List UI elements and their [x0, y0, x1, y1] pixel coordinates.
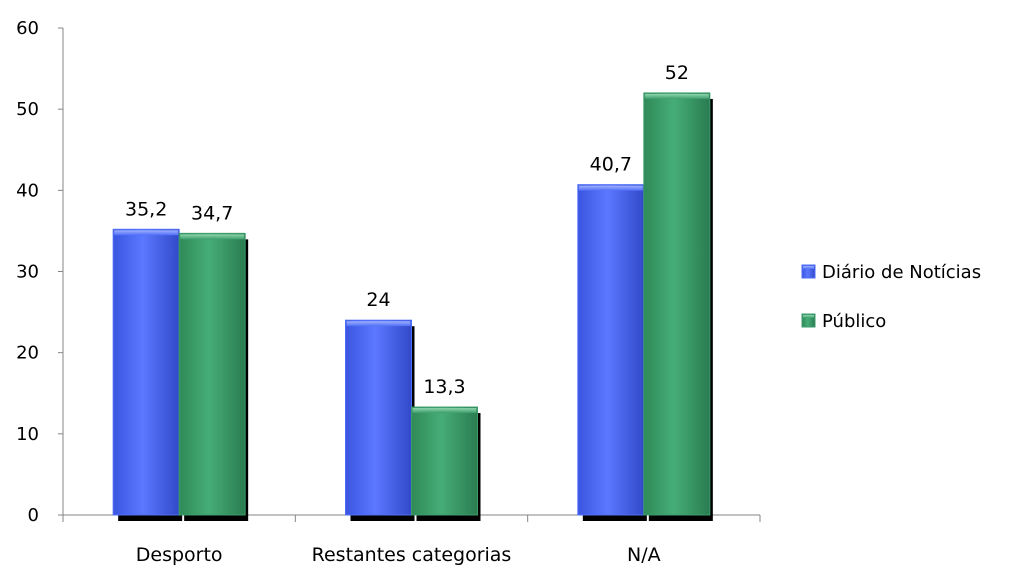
- data-label: 52: [665, 62, 689, 84]
- y-tick-label: 60: [16, 18, 39, 39]
- y-tick-label: 10: [16, 424, 39, 445]
- bar-publico: [411, 406, 478, 516]
- legend: Diário de Notícias Público: [801, 262, 981, 332]
- data-label: 34,7: [191, 202, 233, 224]
- bar-cap: [180, 234, 245, 240]
- data-label: 13,3: [423, 376, 465, 398]
- bar-diario-de-noticias: [345, 319, 412, 516]
- legend-label: Público: [822, 311, 886, 332]
- bar-cap: [412, 408, 477, 414]
- legend-swatch-cap: [803, 266, 814, 269]
- y-tick-label: 20: [16, 343, 39, 364]
- axes: 0 10 20 30 40 50 60 Desporto Restantes categoria…: [16, 18, 761, 566]
- data-label: 35,2: [125, 198, 167, 220]
- bar-publico: [643, 92, 711, 516]
- bar-diario-de-noticias: [577, 184, 645, 516]
- bar-cap: [644, 93, 709, 99]
- data-labels: 35,2 34,7 24 13,3 40,7 52: [125, 62, 689, 398]
- data-label: 24: [366, 289, 390, 311]
- bar-cap: [114, 230, 179, 236]
- bar-publico: [178, 232, 246, 516]
- y-tick-label: 50: [16, 99, 39, 120]
- y-tick-label: 30: [16, 262, 39, 283]
- data-label: 40,7: [590, 154, 632, 176]
- bars: [112, 92, 713, 521]
- bar-cap: [346, 321, 411, 327]
- x-category-label: N/A: [627, 544, 661, 566]
- x-category-label: Restantes categorias: [312, 544, 512, 566]
- y-tick-label: 40: [16, 180, 39, 201]
- y-tick-label: 0: [28, 505, 39, 526]
- legend-swatch-cap: [803, 315, 814, 318]
- legend-label: Diário de Notícias: [822, 262, 981, 283]
- bar-cap: [578, 185, 643, 191]
- x-category-label: Desporto: [136, 544, 223, 566]
- bar-diario-de-noticias: [112, 228, 180, 516]
